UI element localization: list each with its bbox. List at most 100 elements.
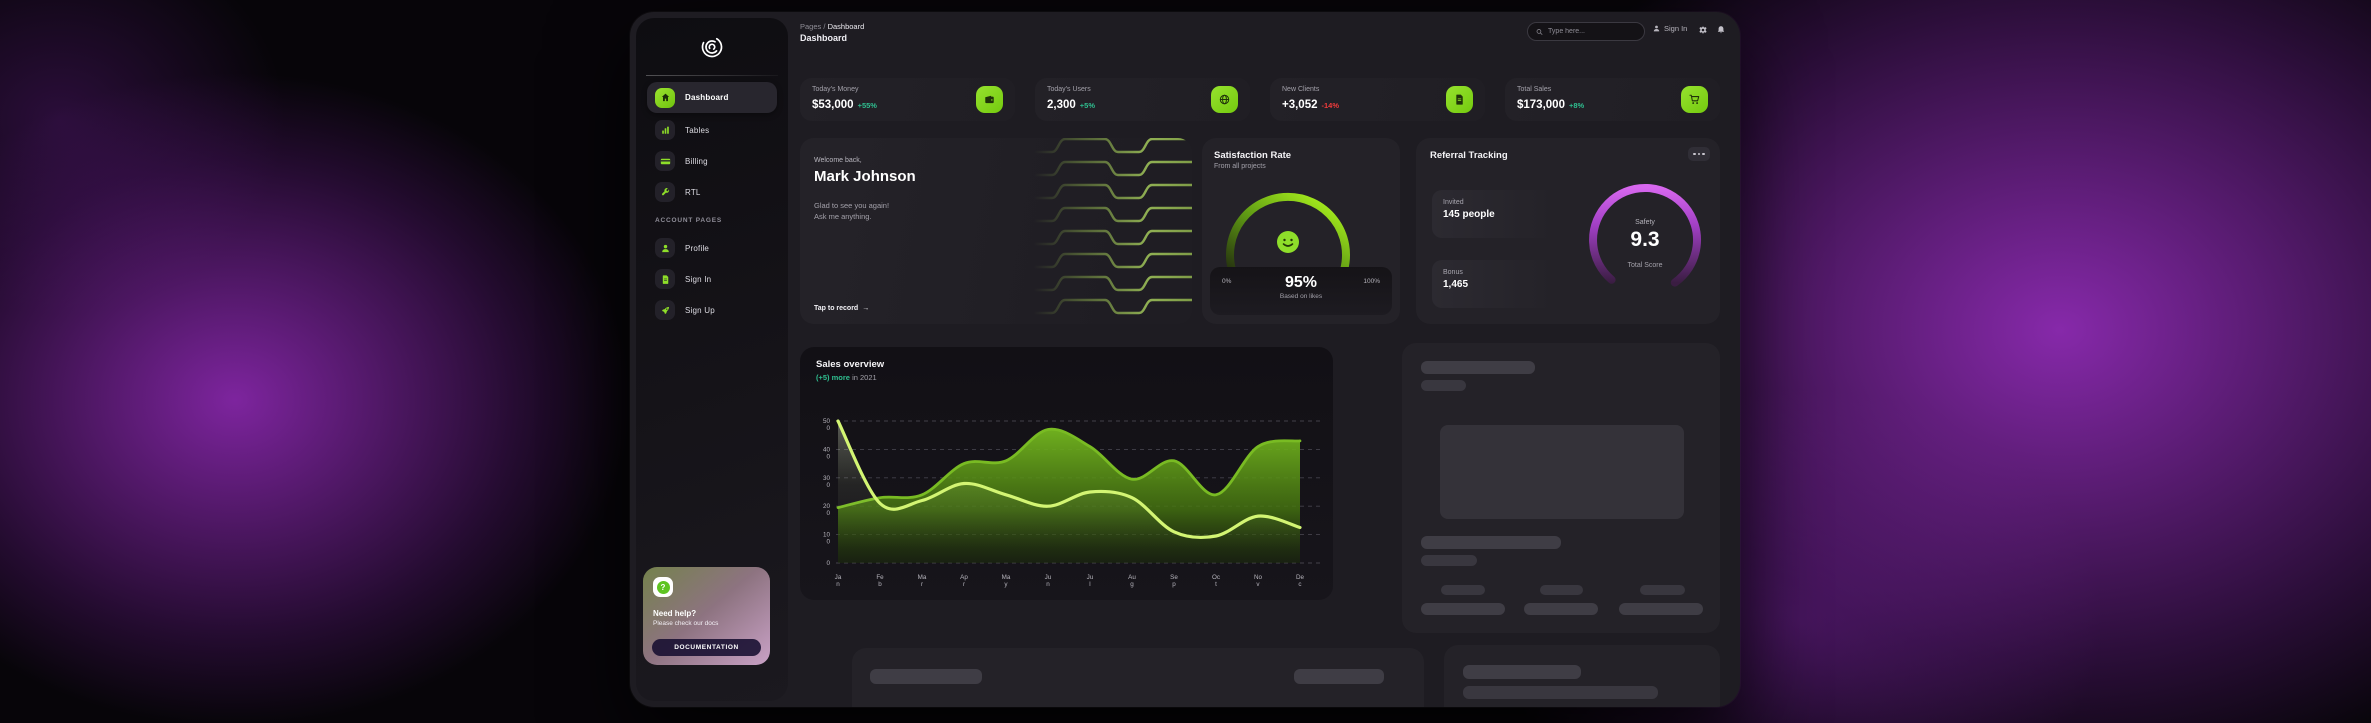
sidebar-divider [646, 75, 778, 76]
welcome-greeting: Welcome back, [814, 157, 862, 164]
sign-in-button[interactable]: Sign In [1652, 24, 1687, 33]
more-options-button[interactable] [1688, 147, 1710, 161]
svg-text:200: 20 0 [823, 503, 831, 517]
person-icon [1653, 25, 1660, 32]
safety-score-gauge [1589, 184, 1701, 287]
skeleton-title-bar [1294, 669, 1384, 684]
satisfaction-gauge [1226, 192, 1350, 274]
spiral-logo-icon [701, 36, 723, 58]
sales-overview-card: Sales overview (+5) more in 2021 [800, 347, 1333, 600]
sales-overview-subtitle: (+5) more in 2021 [816, 373, 877, 382]
sidebar-item-sign-in[interactable]: Sign In [647, 265, 777, 293]
skeleton-stat-bar [1640, 585, 1685, 595]
skeleton-chart-block [1440, 425, 1684, 519]
satisfaction-min: 0% [1222, 278, 1232, 285]
sidebar-item-label: RTL [685, 187, 701, 197]
user-name: Mark Johnson [814, 168, 916, 185]
breadcrumb: Pages / Dashboard [800, 22, 864, 31]
satisfaction-subtitle: From all projects [1214, 163, 1266, 170]
help-card-title: Need help? [653, 609, 697, 618]
breadcrumb-separator: / [823, 22, 826, 31]
stat-card-new-clients: New Clients +3,052 -14% [1270, 78, 1485, 121]
sign-in-label: Sign In [1664, 24, 1688, 33]
invited-label: Invited [1443, 199, 1464, 206]
skeleton-stat-bar [1540, 585, 1583, 595]
breadcrumb-current[interactable]: Dashboard [827, 22, 865, 31]
sidebar-item-dashboard[interactable]: Dashboard [647, 82, 777, 113]
stat-label: Today's Money [812, 86, 859, 93]
globe-icon [1211, 86, 1238, 113]
svg-text:Dec: De c [1296, 574, 1305, 588]
svg-text:100: 10 0 [823, 532, 831, 546]
documentation-button[interactable]: DOCUMENTATION [652, 639, 761, 656]
gear-icon [1699, 25, 1707, 35]
stat-card-todays-money: Today's Money $53,000 +55% [800, 78, 1015, 121]
search-input[interactable] [1548, 28, 1636, 35]
safety-label: Safety [1635, 219, 1655, 226]
notifications-button[interactable] [1716, 25, 1726, 35]
svg-text:0: 0 [826, 560, 830, 567]
sales-area-chart: 0 10 0 20 0 30 0 40 0 50 0 Ja n Fe b Ma r Ap r Ma y Ju n Ju l Au g… [808, 391, 1325, 597]
dashboard-app-window: Dashboard Tables Billing RTL ACCOUNT PAG… [630, 12, 1740, 707]
sidebar-item-rtl[interactable]: RTL [647, 178, 777, 206]
breadcrumb-root[interactable]: Pages [800, 22, 822, 31]
stat-delta: +55% [857, 101, 877, 110]
sidebar-item-label: Profile [685, 243, 710, 253]
svg-text:May: Ma y [1002, 574, 1011, 588]
bonus-label: Bonus [1443, 269, 1463, 276]
loading-card [1402, 343, 1720, 633]
document-icon [655, 269, 675, 289]
svg-text:300: 30 0 [823, 475, 831, 489]
satisfaction-rate-card: Satisfaction Rate From all projects 0% 1… [1202, 138, 1400, 324]
invited-pill: Invited 145 people [1432, 190, 1555, 238]
brand-logo [636, 34, 788, 60]
svg-text:Sep: Se p [1170, 574, 1178, 588]
loading-card [1444, 645, 1720, 707]
satisfaction-caption: Based on likes [1279, 293, 1323, 300]
svg-text:Jan: Ja n [835, 574, 842, 588]
loading-card [852, 648, 1424, 707]
welcome-card: Welcome back, Mark Johnson Glad to see y… [800, 138, 1192, 324]
sidebar-item-billing[interactable]: Billing [647, 147, 777, 175]
svg-text:Jun: Ju n [1045, 574, 1052, 588]
document-icon [1446, 86, 1473, 113]
tap-to-record-button[interactable]: Tap to record → [814, 305, 869, 312]
stat-label: Total Sales [1517, 86, 1552, 93]
stat-label: New Clients [1282, 86, 1320, 93]
wave-pattern-decoration [1034, 138, 1192, 315]
stat-card-total-sales: Total Sales $173,000 +8% [1505, 78, 1720, 121]
skeleton-title-bar [1463, 665, 1581, 679]
svg-text:Aug: Au g [1128, 574, 1136, 588]
safety-score: 9.3 [1630, 228, 1660, 251]
stat-value: +3,052 [1282, 99, 1318, 111]
sidebar-item-label: Sign Up [685, 305, 715, 315]
stat-value: 2,300 [1047, 99, 1076, 111]
settings-button[interactable] [1698, 25, 1708, 35]
sidebar-item-profile[interactable]: Profile [647, 234, 777, 262]
welcome-message-line1: Glad to see you again! [814, 201, 890, 210]
skeleton-title-bar [1421, 536, 1561, 549]
sidebar-item-label: Dashboard [685, 93, 729, 102]
bonus-pill: Bonus 1,465 [1432, 260, 1555, 308]
smiley-icon [1277, 231, 1299, 253]
bonus-value: 1,465 [1443, 279, 1469, 290]
sidebar-item-tables[interactable]: Tables [647, 116, 777, 144]
satisfaction-max: 100% [1363, 278, 1380, 285]
bell-icon [1717, 26, 1725, 34]
svg-text:Feb: Fe b [876, 574, 884, 588]
stat-delta: +5% [1079, 101, 1096, 110]
satisfaction-value: 95% [1284, 274, 1318, 291]
referral-title: Referral Tracking [1430, 150, 1508, 161]
skeleton-stat-bar [1524, 603, 1598, 615]
sales-overview-title: Sales overview [816, 359, 885, 370]
stat-value: $53,000 [812, 99, 854, 111]
sidebar: Dashboard Tables Billing RTL ACCOUNT PAG… [636, 18, 788, 701]
search-icon [1536, 28, 1543, 35]
svg-text:Nov: No v [1254, 574, 1263, 588]
sidebar-item-sign-up[interactable]: Sign Up [647, 296, 777, 324]
svg-text:400: 40 0 [823, 446, 831, 460]
svg-text:Apr: Ap r [960, 574, 968, 588]
search-bar[interactable] [1527, 22, 1645, 41]
svg-text:Jul: Ju l [1087, 574, 1094, 588]
rocket-icon [655, 300, 675, 320]
